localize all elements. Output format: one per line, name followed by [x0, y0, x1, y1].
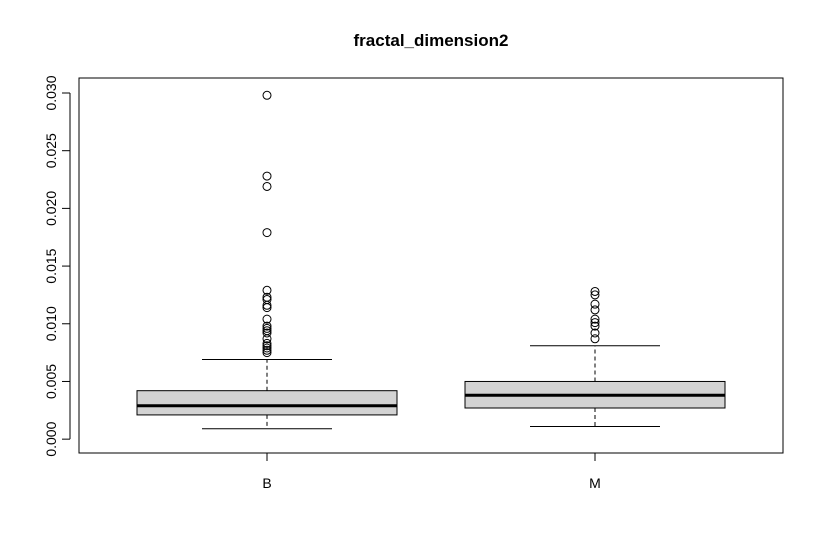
- outlier-point: [262, 171, 272, 181]
- outlier-point: [590, 290, 600, 300]
- y-tick-label: 0.030: [43, 75, 59, 110]
- y-tick-label: 0.010: [43, 306, 59, 341]
- y-tick-label: 0.000: [43, 421, 59, 456]
- y-axis: 0.000 0.005 0.010 0.015 0.020 0.025 0.030: [43, 75, 71, 457]
- outlier-point: [590, 328, 600, 338]
- y-tick-label: 0.005: [43, 364, 59, 399]
- outlier-point: [262, 338, 272, 348]
- outlier-point: [262, 328, 272, 338]
- box-M: [464, 286, 726, 427]
- outlier-point: [590, 305, 600, 315]
- outlier-point: [262, 321, 272, 331]
- outlier-point: [590, 299, 600, 309]
- x-tick-label: M: [589, 475, 601, 491]
- outlier-point: [590, 314, 600, 324]
- outlier-point: [590, 321, 600, 331]
- outlier-point: [262, 181, 272, 191]
- outlier-point: [262, 303, 272, 313]
- outlier-point: [262, 341, 272, 351]
- box-B: [136, 90, 398, 430]
- outlier-point: [262, 285, 272, 295]
- y-tick-label: 0.015: [43, 248, 59, 283]
- outlier-point: [262, 334, 272, 344]
- x-tick-label: B: [262, 475, 271, 491]
- outlier-point: [262, 300, 272, 310]
- outlier-point: [262, 345, 272, 355]
- outlier-point: [590, 286, 600, 296]
- iqr-box: [136, 390, 398, 416]
- outlier-point: [262, 343, 272, 353]
- chart-title: fractal_dimension2: [354, 31, 509, 50]
- outlier-point: [590, 318, 600, 328]
- outlier-point: [262, 348, 272, 358]
- outlier-point: [262, 314, 272, 324]
- y-tick-label: 0.025: [43, 133, 59, 168]
- outlier-point: [590, 334, 600, 344]
- y-tick-label: 0.020: [43, 191, 59, 226]
- boxes-group: [136, 90, 726, 430]
- outlier-point: [262, 323, 272, 333]
- outlier-point: [262, 90, 272, 100]
- outlier-point: [262, 228, 272, 238]
